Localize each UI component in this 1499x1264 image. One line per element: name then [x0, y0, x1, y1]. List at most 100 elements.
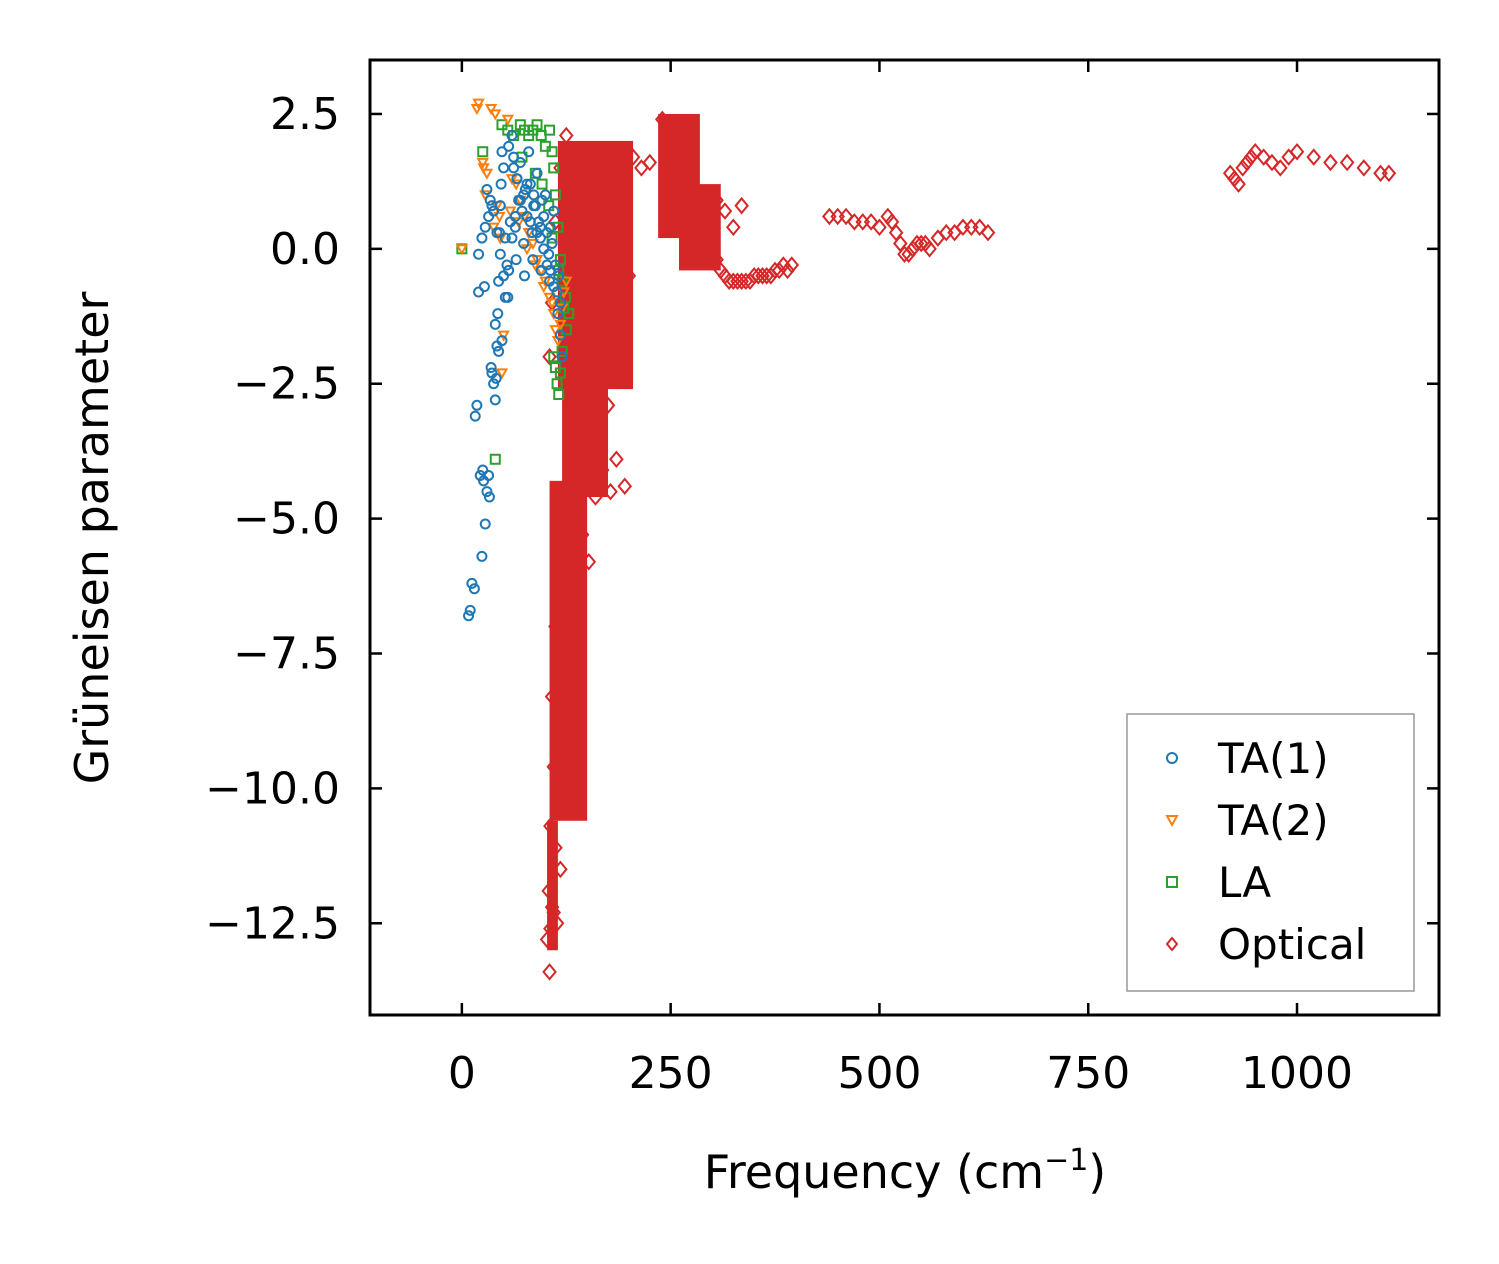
y-tick-label: −10.0 — [205, 763, 340, 814]
data-point — [560, 128, 572, 142]
data-point — [736, 274, 748, 288]
data-point — [491, 110, 500, 118]
data-point — [481, 520, 490, 529]
data-point — [903, 247, 915, 261]
data-point — [494, 347, 503, 356]
data-point — [481, 223, 490, 232]
data-point — [882, 209, 894, 223]
y-tick-label: −2.5 — [233, 359, 340, 410]
data-point — [635, 161, 647, 175]
data-point — [719, 269, 731, 283]
data-point — [471, 412, 480, 421]
data-point — [1283, 150, 1295, 164]
data-point — [482, 185, 491, 194]
data-point — [503, 116, 512, 124]
data-point — [786, 258, 798, 272]
x-axis-title: Frequency (cm−1) — [704, 1143, 1107, 1199]
data-point — [777, 258, 789, 272]
data-point — [1241, 155, 1253, 169]
data-point — [761, 269, 773, 283]
x-tick-label: 0 — [448, 1048, 476, 1099]
data-point — [472, 401, 481, 410]
data-point — [529, 190, 538, 199]
data-point — [1358, 161, 1370, 175]
data-point — [499, 163, 508, 172]
data-point — [940, 225, 952, 239]
data-point — [538, 180, 547, 189]
y-tick-label: −5.0 — [233, 494, 340, 545]
data-point — [740, 274, 752, 288]
y-axis-title: Grüneisen parameter — [65, 291, 119, 784]
data-point — [782, 263, 794, 277]
data-point — [544, 965, 556, 979]
data-point — [491, 320, 500, 329]
data-point — [736, 198, 748, 212]
data-point — [491, 395, 500, 404]
data-point — [924, 242, 936, 256]
data-point — [509, 163, 518, 172]
data-point — [731, 274, 743, 288]
legend: TA(1) TA(2) LA Optical — [1127, 714, 1414, 991]
data-point — [466, 606, 475, 615]
data-point — [919, 236, 931, 250]
y-tick-label: −7.5 — [233, 629, 340, 680]
legend-label: TA(2) — [1217, 796, 1329, 845]
data-point — [482, 170, 491, 178]
data-point — [752, 269, 764, 283]
optical-dense-region — [550, 481, 588, 821]
data-point — [474, 100, 483, 108]
data-point — [1245, 150, 1257, 164]
data-point — [1383, 166, 1395, 180]
data-point — [915, 236, 927, 250]
data-point — [1228, 172, 1240, 186]
data-point — [873, 220, 885, 234]
data-point — [757, 269, 769, 283]
data-point — [1237, 161, 1249, 175]
data-point — [865, 215, 877, 229]
data-point — [493, 309, 502, 318]
data-point — [823, 209, 835, 223]
data-point — [474, 250, 483, 259]
data-point — [610, 452, 622, 466]
data-point — [748, 269, 760, 283]
x-tick-label: 750 — [1046, 1048, 1130, 1099]
data-point — [1224, 166, 1236, 180]
data-point — [457, 245, 466, 253]
data-point — [1291, 145, 1303, 159]
data-point — [1249, 145, 1261, 159]
data-point — [554, 390, 563, 399]
data-point — [727, 274, 739, 288]
data-point — [840, 209, 852, 223]
data-point — [982, 225, 994, 239]
data-point — [512, 255, 521, 264]
data-point — [478, 147, 487, 156]
data-point — [1274, 161, 1286, 175]
data-point — [477, 234, 486, 243]
gruneisen-scatter-chart: 0 250 500 750 10002.50.0−2.5−5.0−7.5−10.0−12… — [0, 0, 1499, 1264]
data-point — [520, 271, 529, 280]
data-point — [480, 282, 489, 291]
y-tick-label: −12.5 — [205, 898, 340, 949]
data-point — [1258, 150, 1270, 164]
x-tick-label: 500 — [837, 1048, 921, 1099]
data-point — [497, 180, 506, 189]
y-tick-label: 2.5 — [270, 89, 340, 140]
data-point — [491, 455, 500, 464]
data-point — [744, 274, 756, 288]
data-point — [974, 220, 986, 234]
data-point — [848, 215, 860, 229]
legend-label: Optical — [1218, 920, 1366, 969]
data-point — [857, 215, 869, 229]
data-point — [497, 369, 506, 377]
optical-dense-region — [562, 368, 608, 497]
x-axis-title-superscript: −1 — [1044, 1143, 1088, 1178]
data-point — [619, 479, 631, 493]
data-point — [907, 242, 919, 256]
data-point — [765, 269, 777, 283]
data-point — [1308, 150, 1320, 164]
data-point — [1266, 155, 1278, 169]
data-point — [957, 220, 969, 234]
data-point — [723, 274, 735, 288]
data-point — [496, 250, 505, 259]
data-point — [932, 231, 944, 245]
